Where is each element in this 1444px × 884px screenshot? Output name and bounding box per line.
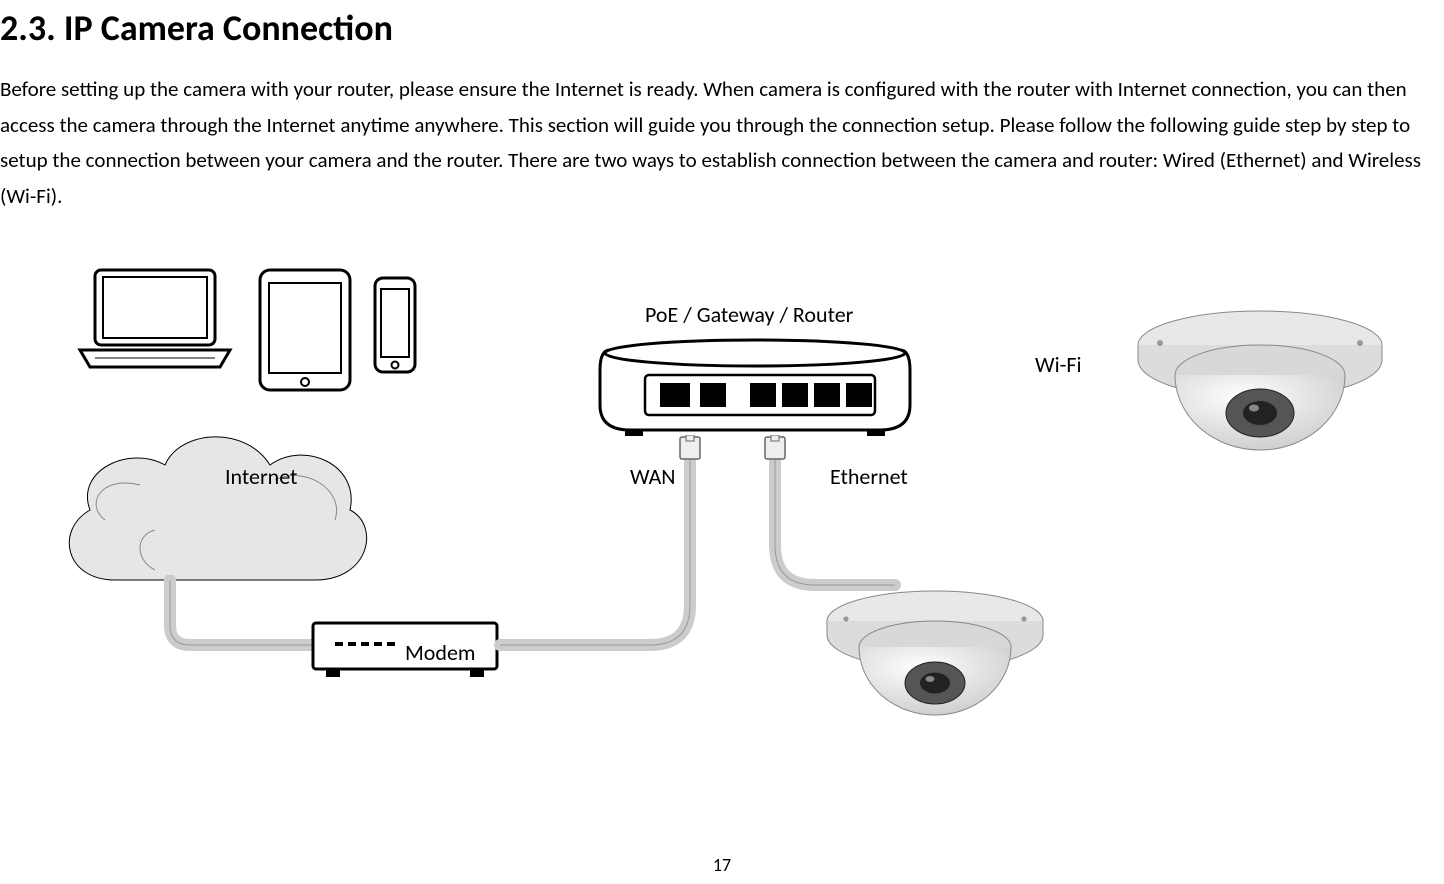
connection-diagram: Internet Modem [0,245,1444,785]
tablet-icon [255,265,355,395]
section-body: Before setting up the camera with your r… [0,72,1444,215]
camera-ethernet-icon [820,585,1050,735]
label-wan: WAN [630,463,676,490]
label-internet: Internet [225,463,297,490]
laptop-icon [70,265,240,375]
camera-wifi-icon [1130,305,1390,465]
label-wifi: Wi-Fi [1035,351,1082,378]
cable-modem-router [490,435,740,655]
router-icon [590,335,920,440]
page-number: 17 [0,854,1444,876]
section-heading: 2.3. IP Camera Connection [0,6,1444,50]
label-router: PoE / Gateway / Router [645,301,853,328]
phone-icon [370,275,420,375]
label-modem: Modem [405,639,476,666]
